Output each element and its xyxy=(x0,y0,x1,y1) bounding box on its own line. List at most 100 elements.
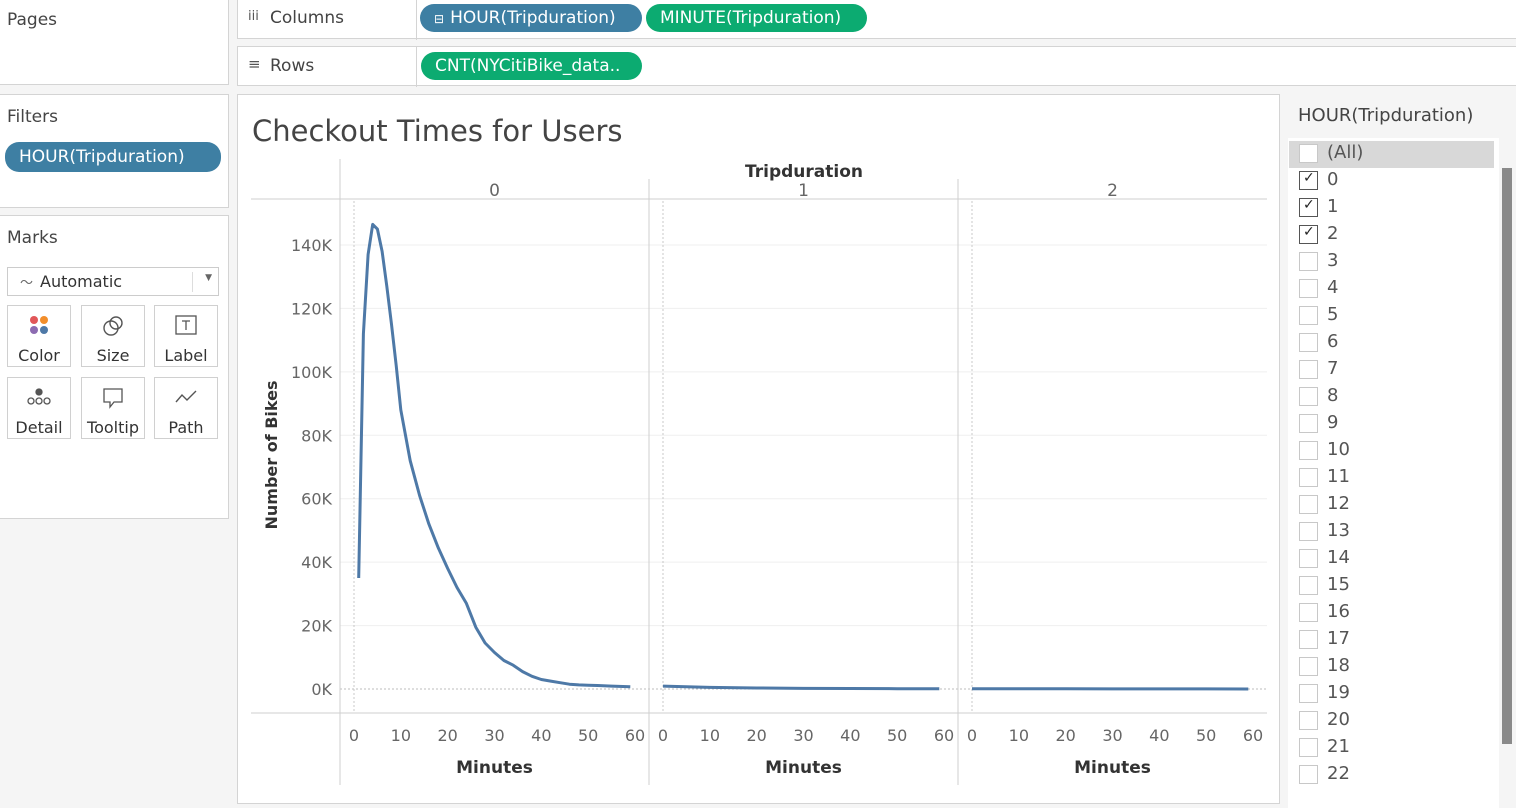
marks-panel: Marks xyxy=(0,215,229,519)
x-tick-label: 10 xyxy=(391,726,411,745)
x-tick-label: 30 xyxy=(793,726,813,745)
checkbox[interactable] xyxy=(1299,684,1318,703)
checkbox[interactable] xyxy=(1299,738,1318,757)
filter-item-1[interactable]: 1 xyxy=(1289,195,1494,222)
filter-item-17[interactable]: 17 xyxy=(1289,627,1494,654)
rows-icon: ≡ xyxy=(248,55,261,73)
filter-item-19[interactable]: 19 xyxy=(1289,681,1494,708)
filter-item-label: 10 xyxy=(1327,439,1350,460)
filter-item-all[interactable]: (All) xyxy=(1289,141,1494,168)
chevron-down-icon: ▼ xyxy=(205,273,212,283)
tooltip-icon xyxy=(82,386,144,410)
checkbox[interactable] xyxy=(1299,711,1318,730)
filter-item-label: 2 xyxy=(1327,223,1338,244)
filter-card-title: HOUR(Tripduration) xyxy=(1298,105,1473,126)
checkbox[interactable] xyxy=(1299,549,1318,568)
mark-type-dropdown[interactable]: 〜 Automatic ▼ xyxy=(7,267,219,296)
y-tick-label: 0K xyxy=(311,680,332,699)
checkbox[interactable] xyxy=(1299,198,1318,217)
checkbox[interactable] xyxy=(1299,495,1318,514)
size-card[interactable]: Size xyxy=(81,305,145,367)
x-tick-label: 60 xyxy=(1243,726,1263,745)
checkbox[interactable] xyxy=(1299,225,1318,244)
y-tick-label: 80K xyxy=(301,426,332,445)
checkbox[interactable] xyxy=(1299,765,1318,784)
filter-item-label: 9 xyxy=(1327,412,1338,433)
checkbox[interactable] xyxy=(1299,522,1318,541)
filters-title: Filters xyxy=(7,107,58,127)
checkbox[interactable] xyxy=(1299,333,1318,352)
filter-item-0[interactable]: 0 xyxy=(1289,168,1494,195)
checkbox[interactable] xyxy=(1299,144,1318,163)
filter-item-7[interactable]: 7 xyxy=(1289,357,1494,384)
x-tick-label: 60 xyxy=(625,726,645,745)
checkbox[interactable] xyxy=(1299,360,1318,379)
column-header-title: Tripduration xyxy=(745,162,863,182)
filter-item-label: 11 xyxy=(1327,466,1350,487)
checkbox[interactable] xyxy=(1299,630,1318,649)
x-tick-label: 40 xyxy=(1149,726,1169,745)
filter-item-20[interactable]: 20 xyxy=(1289,708,1494,735)
path-card[interactable]: Path xyxy=(154,377,218,439)
column-pill-minute[interactable]: MINUTE(Tripduration) xyxy=(646,4,867,32)
filter-item-14[interactable]: 14 xyxy=(1289,546,1494,573)
filter-item-6[interactable]: 6 xyxy=(1289,330,1494,357)
checkbox[interactable] xyxy=(1299,657,1318,676)
chart-panel: Checkout Times for Users Tripduration Nu… xyxy=(237,94,1280,804)
checkbox[interactable] xyxy=(1299,576,1318,595)
checkbox[interactable] xyxy=(1299,279,1318,298)
checkbox[interactable] xyxy=(1299,171,1318,190)
filter-item-label: 0 xyxy=(1327,169,1338,190)
filter-item-22[interactable]: 22 xyxy=(1289,762,1494,789)
color-icon xyxy=(8,314,70,338)
filter-item-15[interactable]: 15 xyxy=(1289,573,1494,600)
filter-item-12[interactable]: 12 xyxy=(1289,492,1494,519)
label-card[interactable]: Label xyxy=(154,305,218,367)
x-tick-label: 0 xyxy=(658,726,668,745)
checkbox[interactable] xyxy=(1299,306,1318,325)
filter-item-16[interactable]: 16 xyxy=(1289,600,1494,627)
series-line-0 xyxy=(359,224,631,686)
row-pill-count[interactable]: CNT(NYCitiBike_data.. xyxy=(421,52,642,80)
x-tick-label: 30 xyxy=(1102,726,1122,745)
x-tick-label: 0 xyxy=(349,726,359,745)
filter-item-10[interactable]: 10 xyxy=(1289,438,1494,465)
y-tick-label: 40K xyxy=(301,553,332,572)
detail-label: Detail xyxy=(8,418,70,437)
detail-card[interactable]: Detail xyxy=(7,377,71,439)
column-pill-hour-label: HOUR(Tripduration) xyxy=(450,8,616,28)
filter-item-9[interactable]: 9 xyxy=(1289,411,1494,438)
series-line-1 xyxy=(663,686,939,689)
filter-item-label: 15 xyxy=(1327,574,1350,595)
filter-item-label: 18 xyxy=(1327,655,1350,676)
rows-label: Rows xyxy=(270,56,314,76)
filter-card-scrollbar[interactable] xyxy=(1502,168,1512,744)
filter-item-label: 22 xyxy=(1327,763,1350,784)
collapse-icon[interactable]: ⊟ xyxy=(434,5,444,33)
filter-item-21[interactable]: 21 xyxy=(1289,735,1494,762)
tooltip-card[interactable]: Tooltip xyxy=(81,377,145,439)
columns-label: Columns xyxy=(270,8,344,28)
color-card[interactable]: Color xyxy=(7,305,71,367)
line-mark-icon: 〜 xyxy=(20,272,33,291)
checkbox[interactable] xyxy=(1299,468,1318,487)
filter-item-5[interactable]: 5 xyxy=(1289,303,1494,330)
checkbox[interactable] xyxy=(1299,387,1318,406)
column-pill-hour[interactable]: ⊟ HOUR(Tripduration) xyxy=(420,4,642,32)
path-icon xyxy=(155,386,217,410)
filter-pill-hour[interactable]: HOUR(Tripduration) xyxy=(5,142,221,172)
filter-item-2[interactable]: 2 xyxy=(1289,222,1494,249)
x-tick-label: 20 xyxy=(437,726,457,745)
filter-item-11[interactable]: 11 xyxy=(1289,465,1494,492)
filter-item-3[interactable]: 3 xyxy=(1289,249,1494,276)
path-label: Path xyxy=(155,418,217,437)
checkbox[interactable] xyxy=(1299,414,1318,433)
filter-item-18[interactable]: 18 xyxy=(1289,654,1494,681)
marks-title: Marks xyxy=(7,228,58,248)
filter-item-8[interactable]: 8 xyxy=(1289,384,1494,411)
filter-item-4[interactable]: 4 xyxy=(1289,276,1494,303)
filter-item-13[interactable]: 13 xyxy=(1289,519,1494,546)
checkbox[interactable] xyxy=(1299,603,1318,622)
checkbox[interactable] xyxy=(1299,441,1318,460)
checkbox[interactable] xyxy=(1299,252,1318,271)
